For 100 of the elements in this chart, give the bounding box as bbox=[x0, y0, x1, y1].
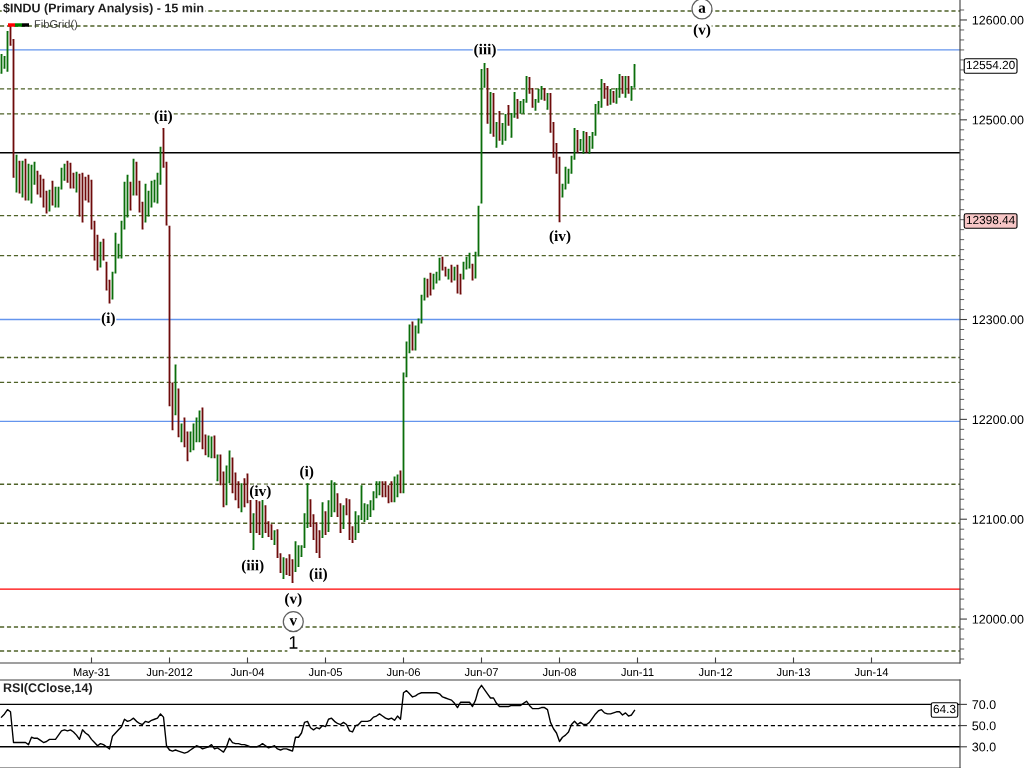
x-tick-label: Jun-14 bbox=[854, 668, 889, 677]
annotation: (v) bbox=[285, 593, 302, 607]
x-tick-label: Jun-12 bbox=[698, 668, 732, 677]
candlestick bbox=[608, 88, 613, 105]
candlestick bbox=[431, 273, 436, 290]
candlestick bbox=[389, 481, 394, 503]
annotation: (v) bbox=[693, 24, 711, 38]
y-tick-label: 12600.00 bbox=[972, 15, 1024, 25]
candlestick bbox=[491, 92, 496, 137]
y-tick-label: 70.0 bbox=[972, 700, 996, 710]
candlestick bbox=[587, 135, 592, 154]
annotation: 64.3 bbox=[933, 704, 956, 714]
annotation: (iv) bbox=[249, 485, 271, 500]
candlestick bbox=[281, 557, 286, 580]
candlestick bbox=[212, 435, 217, 459]
candlestick bbox=[131, 158, 136, 196]
x-tick-label: Jun-11 bbox=[621, 668, 654, 677]
candlestick bbox=[26, 163, 31, 201]
candlestick bbox=[392, 476, 397, 503]
candlestick bbox=[296, 545, 301, 568]
x-tick-label: Jun-2012 bbox=[146, 668, 193, 677]
candlestick bbox=[77, 173, 82, 217]
candlestick bbox=[503, 113, 508, 141]
candlestick bbox=[497, 110, 502, 141]
candlestick bbox=[254, 499, 259, 534]
candlestick bbox=[23, 158, 28, 201]
candlestick bbox=[410, 321, 415, 351]
candlestick bbox=[428, 272, 433, 296]
x-tick-label: May-31 bbox=[73, 668, 110, 679]
candlestick bbox=[5, 31, 10, 72]
annotation: FibGrid() bbox=[34, 19, 78, 31]
candlestick bbox=[518, 100, 523, 114]
x-tick-label: Jun-08 bbox=[542, 668, 577, 677]
candlestick bbox=[494, 121, 499, 148]
annotation: (iii) bbox=[474, 43, 496, 58]
candlestick bbox=[581, 130, 586, 154]
text: 12554.20 bbox=[966, 60, 1015, 70]
candlestick bbox=[377, 481, 382, 496]
y-tick-label: 12300.00 bbox=[972, 315, 1024, 325]
candlestick bbox=[125, 174, 130, 218]
candlestick bbox=[362, 503, 367, 523]
candlestick bbox=[80, 172, 85, 223]
candlestick bbox=[215, 454, 220, 482]
candlestick bbox=[251, 513, 256, 551]
candlestick bbox=[506, 104, 511, 126]
chart-title: RSI(CClose,14) bbox=[3, 683, 92, 695]
x-tick-label: Jun-04 bbox=[230, 668, 265, 677]
candlestick bbox=[68, 162, 73, 189]
candlestick bbox=[485, 67, 490, 124]
x-tick-label: Jun-07 bbox=[464, 668, 498, 677]
candlestick bbox=[83, 176, 88, 201]
candlestick bbox=[98, 241, 103, 268]
x-tick-label: Jun-06 bbox=[386, 668, 420, 677]
annotation: (iii) bbox=[241, 559, 264, 574]
y-tick-label: 30.0 bbox=[972, 742, 996, 752]
candlestick bbox=[197, 410, 202, 443]
candlestick bbox=[173, 364, 178, 416]
candlestick bbox=[74, 171, 79, 193]
candlestick bbox=[257, 501, 262, 536]
candlestick bbox=[176, 388, 181, 438]
candlestick bbox=[365, 504, 370, 521]
candlestick bbox=[179, 423, 184, 443]
candlestick bbox=[38, 174, 43, 198]
candlestick bbox=[206, 435, 211, 458]
annotation: (ii) bbox=[154, 110, 172, 125]
annotation: a bbox=[698, 5, 706, 13]
annotation: (i) bbox=[300, 465, 314, 480]
candlestick bbox=[293, 541, 298, 573]
candlestick bbox=[101, 238, 106, 261]
x-tick-label: Jun-05 bbox=[308, 668, 343, 677]
candlestick bbox=[455, 264, 460, 294]
candlestick bbox=[62, 163, 67, 181]
annotation: (i) bbox=[101, 312, 115, 327]
candlestick bbox=[56, 186, 61, 208]
candlestick bbox=[245, 473, 250, 504]
annotation: v bbox=[289, 618, 298, 626]
candlestick bbox=[59, 167, 64, 190]
candlestick bbox=[347, 499, 352, 541]
y-tick-label: 50.0 bbox=[972, 721, 996, 731]
candlestick bbox=[461, 261, 466, 280]
y-tick-label: 12100.00 bbox=[972, 515, 1024, 524]
candlestick bbox=[578, 138, 583, 151]
candlestick bbox=[47, 189, 52, 212]
candlestick bbox=[584, 131, 589, 153]
candlestick bbox=[398, 470, 403, 494]
candlestick bbox=[467, 252, 472, 269]
candlestick bbox=[128, 181, 133, 211]
candlestick bbox=[575, 129, 580, 153]
candlestick bbox=[452, 266, 457, 281]
candlestick bbox=[209, 436, 214, 459]
candlestick bbox=[446, 268, 451, 280]
chart-title: $INDU (Primary Analysis) - 15 min bbox=[3, 3, 204, 15]
candlestick bbox=[425, 278, 430, 298]
candlestick bbox=[341, 505, 346, 530]
candlestick bbox=[539, 85, 544, 100]
text: 12398.44 bbox=[966, 215, 1015, 225]
y-tick-label: 12200.00 bbox=[972, 415, 1024, 425]
candlestick bbox=[20, 160, 25, 198]
candlestick bbox=[605, 85, 610, 106]
candlestick bbox=[437, 257, 442, 281]
